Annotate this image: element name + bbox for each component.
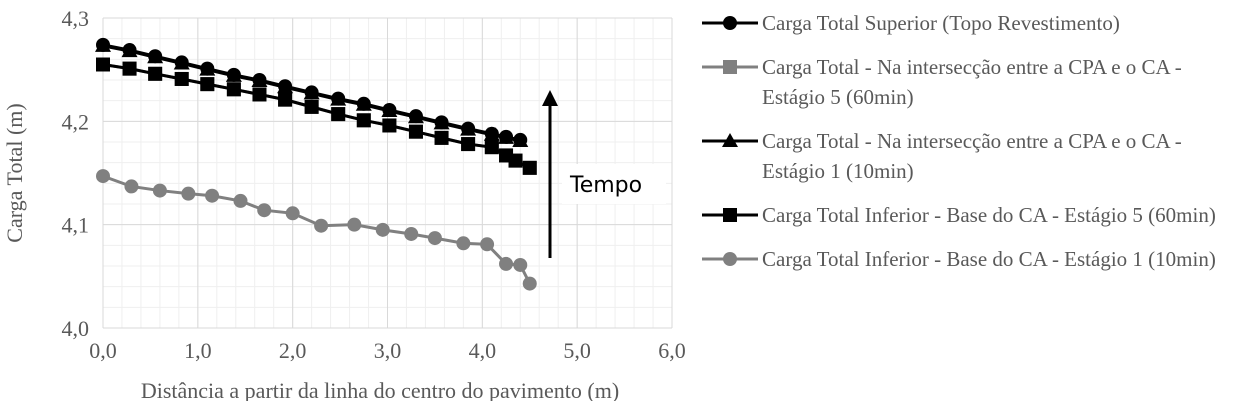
x-tick-label: 2,0 [279,338,307,363]
marker [331,91,346,106]
marker [122,43,137,58]
annotation-arrowhead [542,90,558,106]
marker [257,203,272,218]
marker [723,252,737,266]
legend: Carga Total Superior (Topo Revestimento)… [700,8,1250,288]
x-tick-label: 3,0 [374,338,402,363]
marker [314,218,329,233]
marker [461,121,476,136]
legend-label: Carga Total Inferior - Base do CA - Está… [762,247,1216,271]
marker [200,77,215,92]
legend-label: Carga Total - Na intersecção entre a CPA… [762,129,1182,183]
marker [499,256,514,271]
marker [382,118,397,133]
marker [356,113,371,128]
marker [124,179,139,194]
marker [513,132,528,147]
annotation-box [562,164,666,204]
marker [461,137,476,152]
marker [148,49,163,64]
marker [522,276,537,291]
marker [252,87,267,102]
legend-label: Carga Total Superior (Topo Revestimento) [762,11,1120,35]
x-tick-label: 1,0 [184,338,212,363]
marker [226,67,241,82]
marker [456,236,471,251]
legend-swatch [702,60,758,74]
marker [723,16,737,30]
x-tick-label: 4,0 [469,338,497,363]
y-tick-label: 4,0 [62,316,90,341]
marker [408,109,423,124]
marker [174,71,189,86]
marker [200,61,215,76]
legend-item: Carga Total Inferior - Base do CA - Está… [700,200,1250,230]
legend-item: Carga Total - Na intersecção entre a CPA… [700,52,1250,112]
marker [723,60,737,74]
x-axis-label: Distância a partir da linha do centro do… [141,378,619,401]
marker [304,85,319,100]
marker [434,115,449,130]
legend-label: Carga Total - Na intersecção entre a CPA… [762,55,1182,109]
marker [174,55,189,70]
marker [522,160,537,175]
marker [356,96,371,111]
annotation: Tempo [569,173,642,198]
marker [304,99,319,114]
marker [181,186,196,201]
y-tick-label: 4,2 [62,109,90,134]
marker [278,92,293,107]
marker [331,107,346,122]
marker [480,237,495,252]
marker [499,129,514,144]
marker [205,188,220,203]
marker [484,140,499,155]
marker [152,183,167,198]
marker [513,257,528,272]
marker [96,169,110,184]
series [96,37,528,147]
legend-swatch [702,133,758,147]
marker [408,124,423,139]
series [96,57,537,175]
legend-swatch [702,16,758,30]
legend-swatch [702,208,758,222]
marker [347,217,362,232]
y-tick-label: 4,1 [62,213,90,238]
marker [122,61,137,76]
marker [722,133,738,147]
marker [285,206,300,221]
marker [484,126,499,141]
marker [434,130,449,145]
marker [96,57,110,72]
legend-item: Carga Total Inferior - Base do CA - Está… [700,244,1250,274]
marker [508,153,523,168]
series [96,169,537,291]
marker [226,82,241,97]
marker [427,231,442,246]
y-tick-label: 4,3 [62,6,90,31]
legend-swatch [702,252,758,266]
marker [96,37,110,52]
y-axis-label: Carga Total (m) [2,103,27,242]
marker [404,226,419,241]
marker [233,193,248,208]
x-tick-label: 0,0 [89,338,117,363]
marker [148,66,163,81]
legend-label: Carga Total Inferior - Base do CA - Está… [762,203,1216,227]
marker [278,79,293,94]
x-tick-label: 5,0 [563,338,591,363]
marker [382,102,397,117]
x-tick-label: 6,0 [658,338,686,363]
marker [252,73,267,87]
legend-item: Carga Total Superior (Topo Revestimento) [700,8,1250,38]
legend-item: Carga Total - Na intersecção entre a CPA… [700,126,1250,186]
marker [375,222,390,237]
marker [723,208,737,222]
